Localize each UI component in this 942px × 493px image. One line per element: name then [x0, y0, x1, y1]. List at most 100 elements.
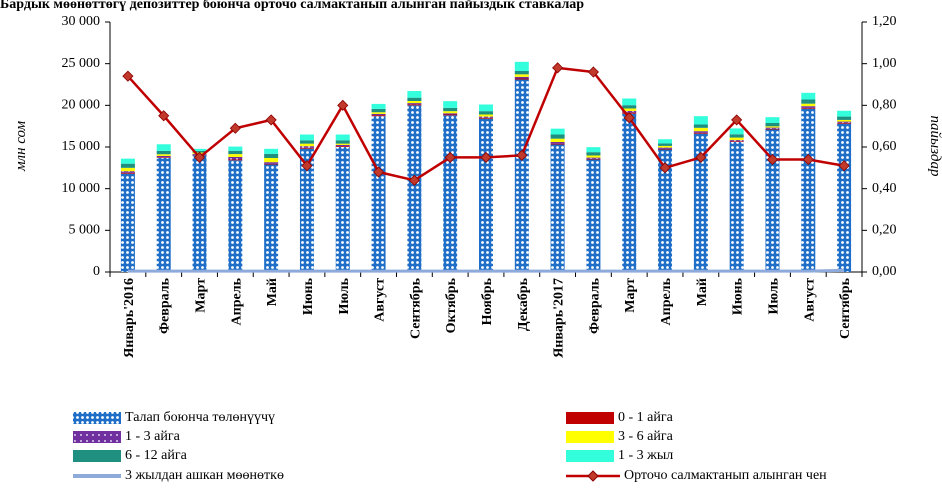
bar-6 — [729, 128, 744, 135]
bar-5 — [407, 97, 422, 101]
bar-1 — [693, 133, 708, 272]
y-tick-label-right: 0,80 — [872, 98, 897, 113]
bar-5 — [371, 108, 386, 113]
bar-5 — [622, 105, 637, 109]
line-point — [301, 160, 313, 172]
bar-2 — [228, 159, 243, 161]
bar-5 — [801, 99, 816, 104]
bar-5 — [443, 107, 458, 112]
line-point — [516, 149, 528, 161]
bar-3 — [228, 157, 243, 160]
x-tick-label: Март — [194, 278, 209, 313]
bar-5 — [837, 116, 852, 120]
bar-2 — [479, 117, 493, 119]
bar-6 — [443, 101, 458, 108]
bar-4 — [479, 114, 493, 117]
bar-6 — [479, 104, 493, 112]
line-point — [337, 99, 349, 111]
y-tick-label-right: 0,40 — [872, 181, 897, 196]
y-tick-label-right: 0,60 — [872, 139, 897, 154]
bar-3 — [514, 76, 529, 79]
chart-title: Бардык мөөнөттөгү депозиттер боюнча орто… — [0, 0, 584, 12]
bar-6 — [156, 144, 171, 151]
line-series-1 — [127, 268, 845, 273]
bar-5 — [479, 111, 493, 115]
bar-2 — [299, 147, 314, 149]
x-tick-label: Май — [265, 278, 280, 306]
bar-1 — [729, 142, 744, 272]
bar-6 — [264, 148, 279, 154]
bar-1 — [156, 157, 171, 272]
legend-marker — [587, 470, 599, 482]
bar-5 — [299, 140, 314, 144]
line-point — [408, 174, 420, 186]
bar-6 — [299, 134, 314, 141]
bar-1 — [264, 164, 279, 272]
bar-1 — [514, 79, 529, 272]
bar-3 — [371, 113, 386, 116]
legend-label: 1 - 3 айга — [125, 429, 181, 444]
y-tick-label-right: 0,00 — [872, 264, 897, 279]
bar-2 — [335, 146, 350, 147]
bar-6 — [622, 98, 637, 106]
bar-3 — [264, 162, 279, 164]
bar-5 — [514, 71, 529, 75]
bar-2 — [407, 104, 422, 106]
legend-swatch — [566, 431, 614, 443]
y-tick-label-left: 30 000 — [62, 14, 101, 29]
bar-4 — [299, 143, 314, 147]
line-point — [587, 66, 599, 78]
bar-5 — [765, 123, 780, 127]
line-point — [623, 112, 635, 124]
y-axis-left-title: млн сом — [13, 121, 29, 173]
y-tick-label-left: 15 000 — [62, 139, 101, 154]
bar-4 — [228, 154, 243, 157]
bar-2 — [765, 128, 780, 130]
bar-4 — [550, 138, 565, 142]
legend-swatch — [73, 450, 121, 462]
legend-swatch — [73, 431, 121, 443]
bar-1 — [228, 160, 243, 272]
bar-2 — [371, 115, 386, 117]
y-tick-label-left: 20 000 — [62, 98, 101, 113]
bar-4 — [443, 111, 458, 114]
bar-1 — [120, 173, 135, 272]
bar-6 — [658, 139, 673, 144]
x-tick-label: Август — [373, 278, 388, 322]
legend-label: 6 - 12 айга — [125, 448, 188, 463]
bar-6 — [514, 61, 529, 71]
line-point — [480, 151, 492, 163]
bar-3 — [729, 140, 744, 142]
bar-2 — [514, 78, 529, 80]
y-tick-label-right: 1,00 — [872, 56, 897, 71]
bar-3 — [479, 116, 493, 118]
bar-6 — [371, 103, 386, 109]
x-tick-label: Январь'2016 — [122, 278, 137, 358]
bar-4 — [693, 127, 708, 132]
y-tick-label-right: 1,20 — [872, 14, 897, 29]
bar-2 — [693, 132, 708, 134]
bar-2 — [120, 172, 135, 174]
legend-swatch — [73, 412, 121, 424]
y-tick-label-left: 10 000 — [62, 181, 101, 196]
line-point — [731, 114, 743, 126]
bar-5 — [729, 134, 744, 138]
bar-2 — [801, 107, 816, 109]
line-point — [229, 122, 241, 134]
bar-4 — [622, 108, 637, 111]
line-point — [659, 162, 671, 174]
bar-3 — [335, 144, 350, 147]
x-tick-label: Май — [695, 278, 710, 306]
bar-1 — [837, 123, 852, 273]
x-tick-label: Июнь — [731, 277, 746, 315]
bar-6 — [550, 128, 565, 135]
x-tick-label: Февраль — [158, 277, 173, 334]
line-point — [193, 151, 206, 163]
bar-3 — [658, 147, 673, 149]
bar-6 — [228, 146, 243, 151]
bar-3 — [443, 113, 458, 115]
bar-3 — [407, 103, 422, 105]
bar-6 — [765, 117, 780, 123]
bar-6 — [407, 91, 422, 98]
